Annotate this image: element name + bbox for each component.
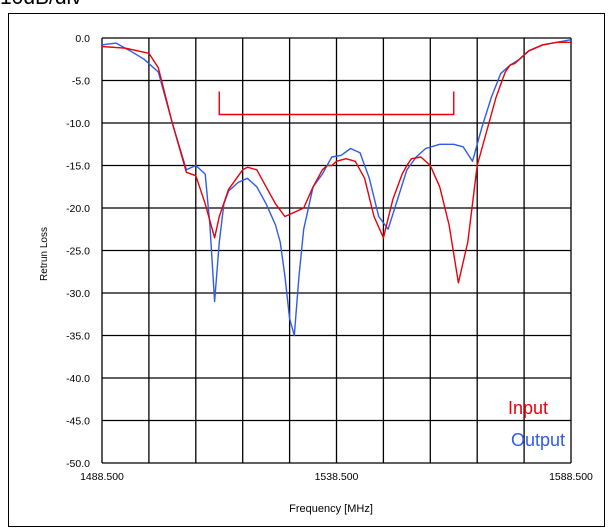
chart-frame	[8, 13, 605, 527]
y-tick-label: -35.0	[66, 331, 90, 343]
legend-entry-input: Input	[508, 398, 548, 418]
series-line-output	[101, 39, 572, 337]
scale-label: 10dB/div	[0, 0, 82, 10]
tick-labels: 0.0 -5.0 -10.0 -15.0 -20.0 -25.0 -30.0 -35.0 -40…	[66, 33, 593, 483]
y-tick-label: -45.0	[66, 416, 90, 428]
series-layer	[101, 39, 572, 337]
y-tick-label: -25.0	[66, 246, 90, 258]
legend-entry-output: Output	[511, 430, 565, 450]
y-tick-label: -40.0	[66, 373, 90, 385]
passband-marker	[218, 91, 455, 116]
x-tick-label: 1588.500	[549, 471, 593, 483]
x-tick-label: 1538.500	[315, 471, 359, 483]
passband-bracket	[218, 91, 455, 116]
grid-lines	[101, 37, 572, 464]
y-tick-label: -10.0	[66, 118, 90, 130]
x-axis-label: Frequency [MHz]	[289, 503, 373, 515]
y-tick-label: -5.0	[72, 76, 90, 88]
y-tick-label: -15.0	[66, 161, 90, 173]
y-axis-label: Retrun Loss	[39, 227, 50, 281]
y-tick-label: -50.0	[66, 458, 90, 470]
y-tick-label: -20.0	[66, 203, 90, 215]
y-tick-label: 0.0	[75, 33, 90, 45]
x-tick-label: 1488.500	[80, 471, 124, 483]
series-line-input	[101, 41, 571, 284]
y-tick-label: -30.0	[66, 288, 90, 300]
